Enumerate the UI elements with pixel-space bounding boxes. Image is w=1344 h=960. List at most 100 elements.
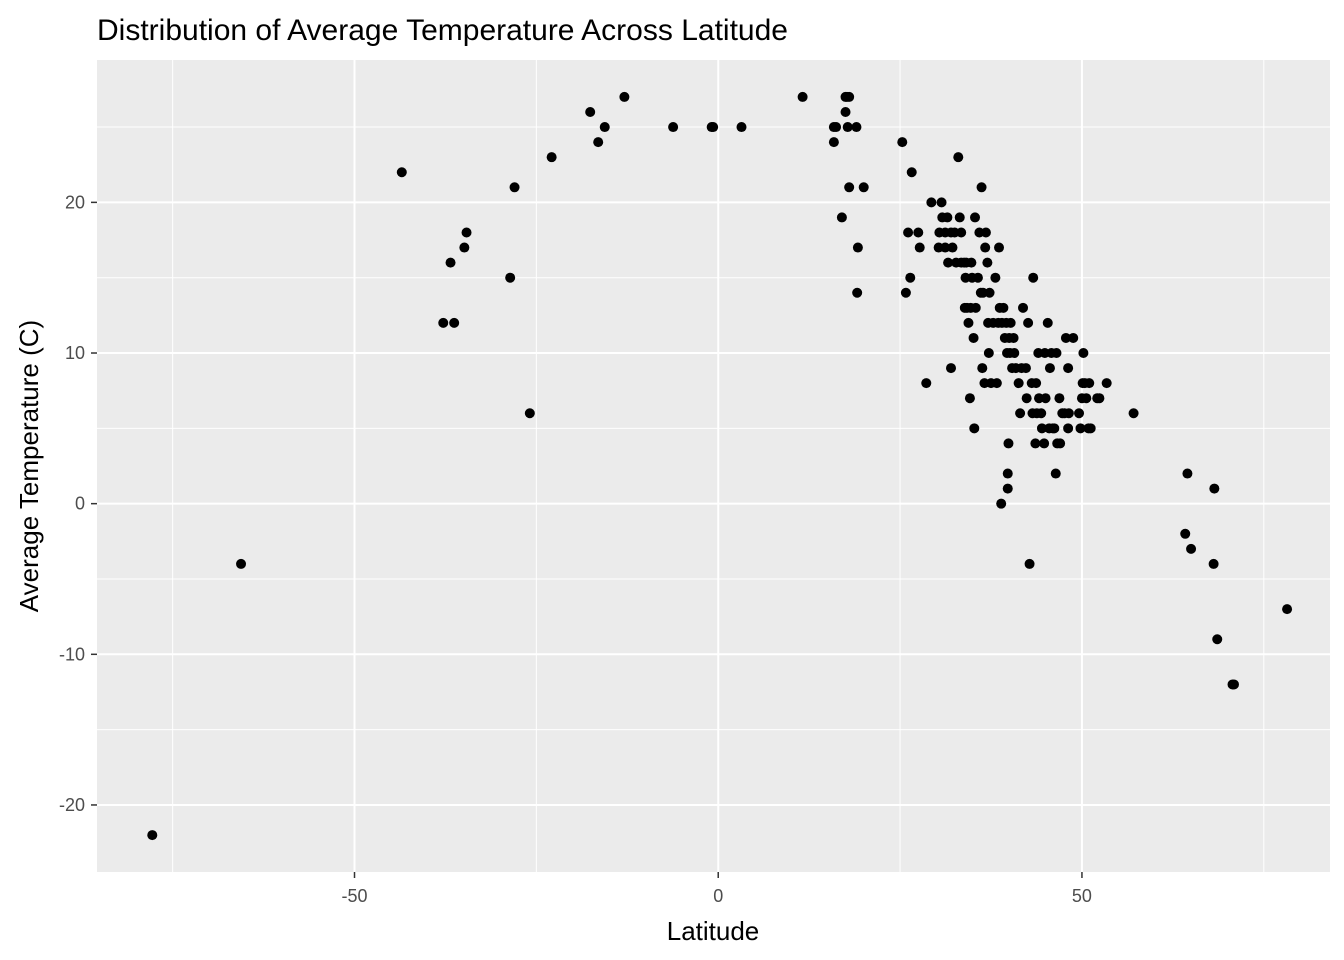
data-point — [1008, 332, 1019, 343]
y-tick-label: 20 — [65, 192, 85, 212]
data-point — [996, 498, 1007, 509]
y-tick-label: -10 — [59, 644, 85, 664]
data-point — [991, 378, 1002, 389]
data-point — [1094, 393, 1105, 404]
data-point — [897, 137, 908, 148]
data-point — [708, 122, 719, 133]
y-tick-label: 10 — [65, 343, 85, 363]
data-point — [963, 317, 974, 328]
data-point — [438, 317, 449, 328]
data-point — [1085, 423, 1096, 434]
data-point — [236, 558, 247, 569]
y-axis-ticks: -20 -10 0 10 20 — [59, 192, 97, 815]
data-point — [1042, 317, 1053, 328]
data-point — [1282, 604, 1293, 615]
data-point — [1049, 423, 1060, 434]
data-point — [1028, 272, 1039, 283]
data-point — [1023, 317, 1034, 328]
data-point — [968, 332, 979, 343]
plot-panel — [97, 60, 1330, 872]
data-point — [1018, 302, 1029, 313]
data-point — [736, 122, 747, 133]
data-point — [980, 227, 991, 238]
data-point — [1101, 378, 1112, 389]
data-point — [982, 257, 993, 268]
data-point — [966, 257, 977, 268]
data-point — [942, 212, 953, 223]
x-tick-label: 0 — [713, 886, 723, 906]
data-point — [1051, 348, 1062, 359]
data-point — [953, 152, 964, 163]
data-point — [1074, 408, 1085, 419]
data-point — [1060, 332, 1071, 343]
data-point — [1063, 363, 1074, 374]
data-point — [1050, 468, 1061, 479]
data-point — [449, 317, 460, 328]
major-gridlines — [97, 60, 1330, 872]
data-point — [593, 137, 604, 148]
data-point — [147, 830, 158, 841]
data-point — [905, 272, 916, 283]
data-point — [1036, 408, 1047, 419]
data-point — [1036, 423, 1047, 434]
data-point — [844, 182, 855, 193]
data-point — [969, 423, 980, 434]
data-point — [1021, 393, 1032, 404]
data-point — [1015, 408, 1026, 419]
data-point — [599, 122, 610, 133]
chart-title: Distribution of Average Temperature Acro… — [97, 14, 788, 47]
data-point — [1081, 393, 1092, 404]
y-tick-label: 0 — [75, 494, 85, 514]
data-point — [831, 122, 842, 133]
data-point — [998, 302, 1009, 313]
data-point — [842, 122, 853, 133]
data-point — [505, 272, 516, 283]
data-point — [906, 167, 917, 178]
data-point — [585, 106, 596, 117]
data-point — [913, 227, 924, 238]
data-point — [1182, 468, 1193, 479]
data-point — [797, 91, 808, 102]
data-point — [828, 137, 839, 148]
data-point — [1055, 438, 1066, 449]
data-point — [1031, 378, 1042, 389]
data-point — [1068, 332, 1079, 343]
data-point — [836, 212, 847, 223]
data-point — [1075, 423, 1086, 434]
data-point — [1005, 317, 1016, 328]
y-axis-title: Average Temperature (C) — [14, 320, 44, 612]
data-point — [509, 182, 520, 193]
data-point — [1128, 408, 1139, 419]
data-point — [445, 257, 456, 268]
data-point — [1003, 438, 1014, 449]
data-point — [984, 287, 995, 298]
data-point — [900, 287, 911, 298]
data-point — [461, 227, 472, 238]
data-point — [1078, 348, 1089, 359]
data-point — [946, 363, 957, 374]
y-tick-label: -20 — [59, 795, 85, 815]
data-point — [1020, 363, 1031, 374]
data-point — [524, 408, 535, 419]
data-point — [459, 242, 470, 253]
data-point — [852, 287, 863, 298]
data-point — [1054, 393, 1065, 404]
data-points — [147, 91, 1293, 841]
data-point — [396, 167, 407, 178]
data-point — [1063, 408, 1074, 419]
data-point — [1013, 378, 1024, 389]
data-point — [858, 182, 869, 193]
data-point — [954, 212, 965, 223]
data-point — [1180, 528, 1191, 539]
data-point — [1040, 393, 1051, 404]
data-point — [936, 197, 947, 208]
data-point — [970, 212, 981, 223]
data-point — [943, 257, 954, 268]
data-point — [926, 197, 937, 208]
data-point — [970, 302, 981, 313]
data-point — [921, 378, 932, 389]
data-point — [852, 242, 863, 253]
data-point — [1024, 558, 1035, 569]
data-point — [914, 242, 925, 253]
